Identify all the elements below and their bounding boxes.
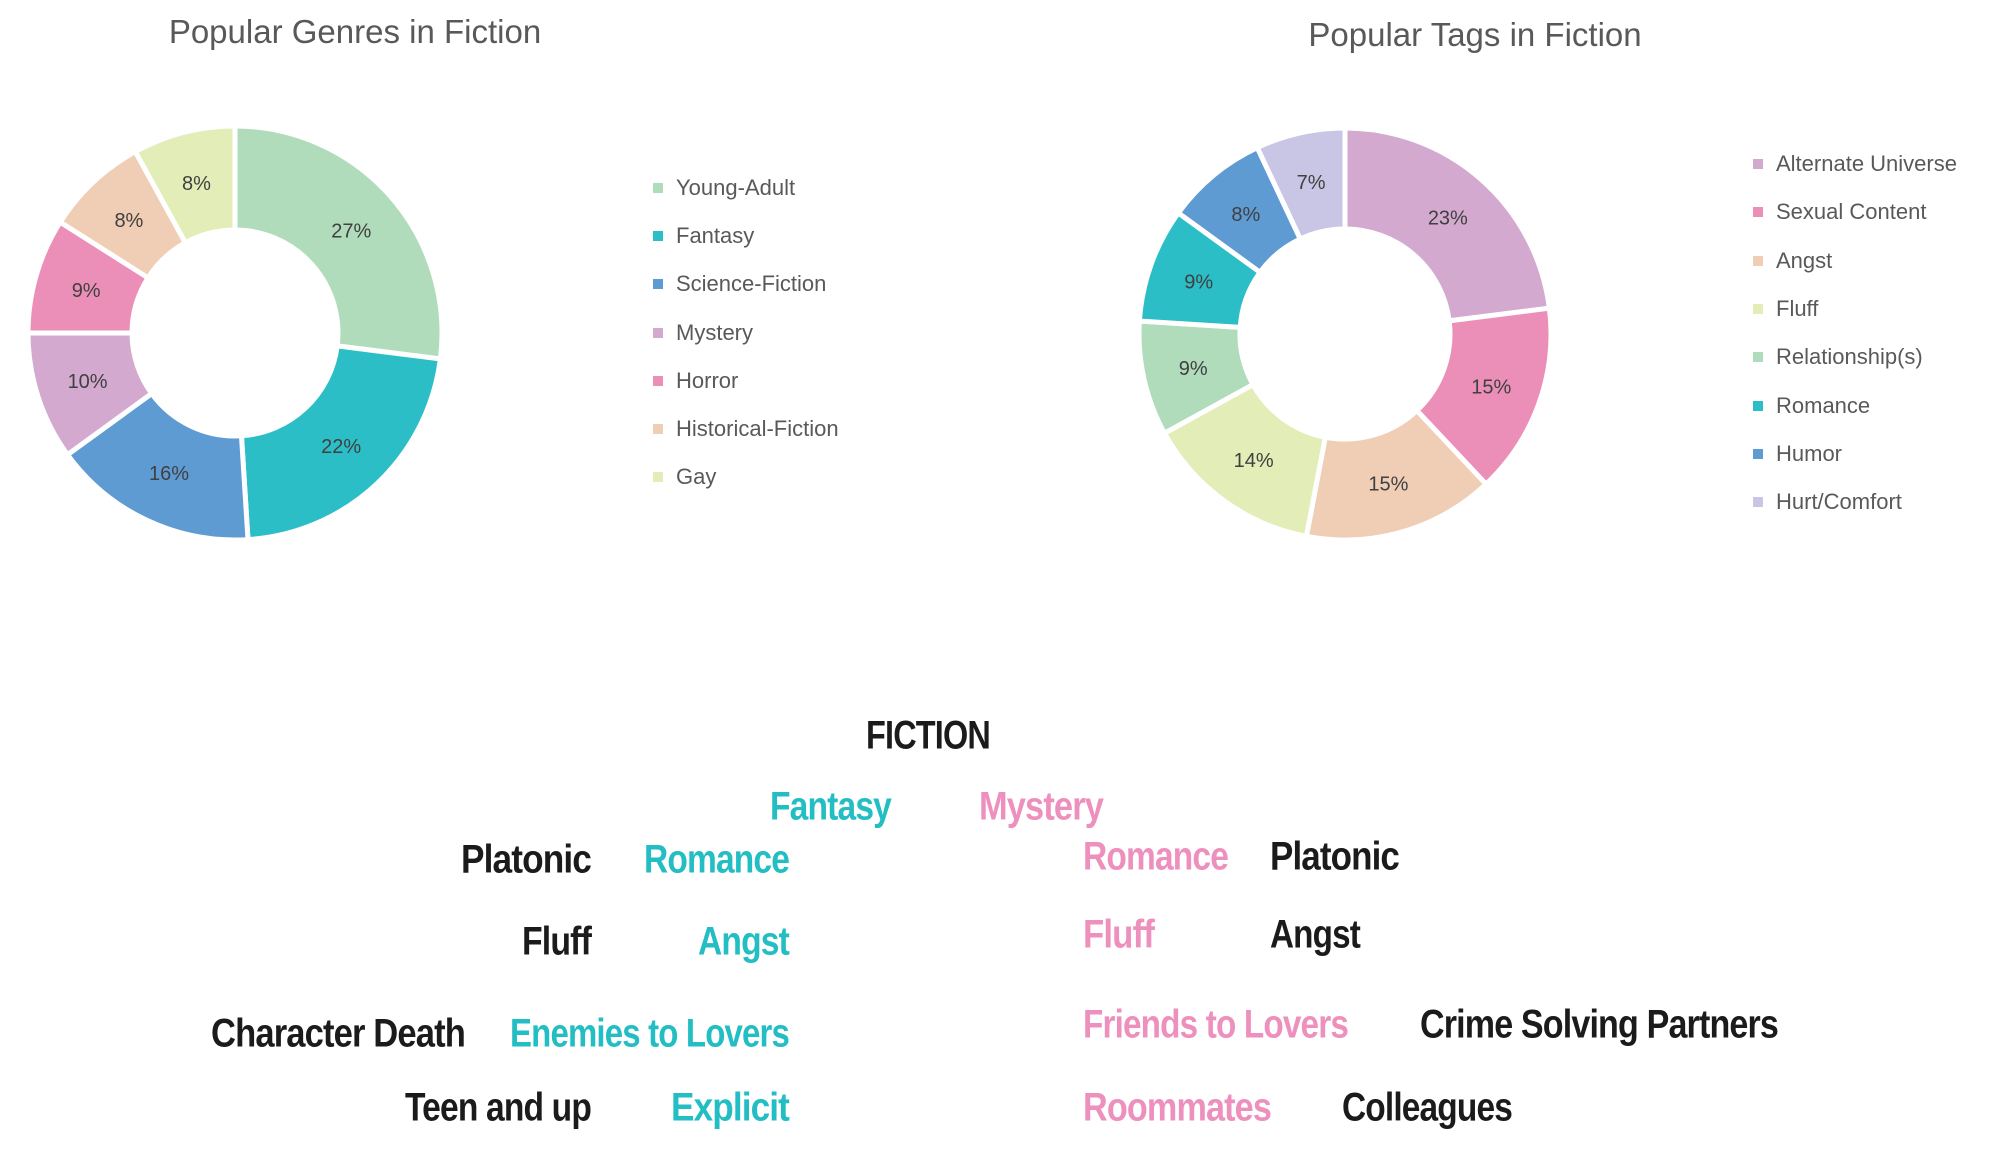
word-right-1-b: Angst: [1270, 912, 1361, 957]
tags-chart-title: Popular Tags in Fiction: [1308, 16, 1642, 53]
legend-swatch: [1753, 303, 1763, 314]
donut-slice: [1342, 125, 1553, 324]
legend-swatch: [653, 231, 663, 242]
legend-swatch: [653, 279, 663, 290]
word-right-2-b: Crime Solving Partners: [1420, 1002, 1779, 1047]
legend-item: Fantasy: [653, 223, 754, 249]
genres-donut: 27% 22% 16% 10% 9% 8% 8%: [28, 123, 445, 543]
legend-item: Sexual Content: [1753, 199, 1926, 225]
word-left-2-b: Enemies to Lovers: [510, 1011, 790, 1056]
legend-label: Relationship(s): [1776, 344, 1923, 370]
word-map-title: FICTION: [866, 713, 991, 758]
slice-data-label: 23%: [1428, 207, 1468, 229]
word-genre-fantasy: Fantasy: [770, 784, 892, 829]
legend-swatch: [1753, 448, 1763, 459]
donut-slice: [64, 390, 251, 543]
slice-data-label: 8%: [114, 210, 143, 232]
legend-item: Romance: [1753, 393, 1870, 419]
slice-data-label: 14%: [1234, 450, 1274, 472]
legend-swatch: [653, 472, 663, 483]
slice-data-label: 9%: [1184, 271, 1213, 293]
legend-item: Mystery: [653, 320, 753, 346]
legend-label: Romance: [1776, 392, 1871, 418]
legend-swatch: [653, 327, 663, 338]
legend-item: Science-Fiction: [653, 271, 826, 297]
tags-donut: 23% 15% 15% 14% 9% 9% 8% 7%: [1139, 125, 1554, 543]
donut-slice: [1303, 407, 1490, 543]
legend-swatch: [1753, 207, 1763, 218]
slice-data-label: 15%: [1368, 473, 1408, 495]
word-left-1-a: Fluff: [522, 919, 592, 964]
slice-data-label: 27%: [331, 220, 371, 242]
slice-data-label: 22%: [321, 436, 361, 458]
slice-data-label: 9%: [1179, 358, 1208, 380]
legend-label: Fluff: [1776, 295, 1819, 321]
donut-slice: [232, 123, 445, 362]
legend-label: Humor: [1776, 440, 1843, 466]
legend-label: Hurt/Comfort: [1776, 489, 1902, 515]
slice-data-label: 8%: [1231, 204, 1260, 226]
legend-swatch: [653, 183, 663, 193]
slice-data-label: 10%: [68, 371, 108, 393]
legend-item: Relationship(s): [1753, 344, 1923, 370]
legend-label: Horror: [676, 367, 739, 393]
legend-label: Gay: [676, 464, 717, 490]
legend-item: Young-Adult: [653, 175, 795, 201]
word-right-0-b: Platonic: [1270, 834, 1400, 879]
word-left-3-a: Teen and up: [405, 1085, 592, 1130]
donut-slice: [1161, 381, 1329, 540]
legend-item: Hurt/Comfort: [1753, 489, 1902, 515]
word-left-0-a: Platonic: [461, 837, 592, 882]
legend-item: Gay: [653, 464, 716, 490]
word-genre-mystery: Mystery: [979, 784, 1104, 829]
legend-label: Science-Fiction: [676, 271, 827, 297]
legend-item: Historical-Fiction: [653, 416, 839, 442]
legend-swatch: [1753, 400, 1763, 411]
word-left-0-b: Romance: [644, 837, 790, 882]
legend-swatch: [1753, 255, 1763, 266]
legend-label: Fantasy: [676, 223, 755, 249]
legend-item: Horror: [653, 368, 738, 394]
word-left-3-b: Explicit: [671, 1085, 790, 1130]
donut-slice: [131, 123, 238, 247]
legend-swatch: [653, 424, 663, 434]
legend-label: Young-Adult: [676, 175, 796, 200]
legend-label: Alternate Universe: [1776, 151, 1957, 176]
word-right-1-a: Fluff: [1083, 912, 1155, 957]
genres-chart-title: Popular Genres in Fiction: [168, 13, 542, 50]
word-left-1-b: Angst: [698, 919, 790, 964]
donut-slice: [1413, 305, 1554, 488]
slice-data-label: 16%: [149, 463, 189, 485]
word-right-3-a: Roommates: [1083, 1085, 1272, 1130]
legend-swatch: [1753, 497, 1763, 508]
slice-data-label: 7%: [1297, 172, 1326, 194]
legend-item: Angst: [1753, 248, 1832, 274]
slice-data-label: 8%: [182, 173, 211, 195]
donut-slice: [1253, 125, 1348, 243]
legend-item: Humor: [1753, 441, 1842, 467]
word-left-2-a: Character Death: [211, 1011, 466, 1056]
legend-label: Sexual Content: [1776, 199, 1927, 225]
word-right-2-a: Friends to Lovers: [1083, 1002, 1349, 1047]
word-right-3-b: Colleagues: [1342, 1085, 1513, 1130]
donut-slice: [238, 343, 444, 543]
legend-label: Historical-Fiction: [676, 416, 839, 441]
word-right-0-a: Romance: [1083, 834, 1229, 879]
legend-label: Angst: [1776, 247, 1833, 273]
legend-swatch: [1753, 352, 1763, 363]
legend-item: Fluff: [1753, 296, 1818, 322]
slice-data-label: 15%: [1471, 377, 1511, 399]
legend-label: Mystery: [676, 319, 753, 345]
slice-data-label: 9%: [72, 280, 101, 302]
legend-item: Alternate Universe: [1753, 151, 1957, 177]
legend-swatch: [1753, 159, 1763, 169]
legend-swatch: [653, 375, 663, 386]
